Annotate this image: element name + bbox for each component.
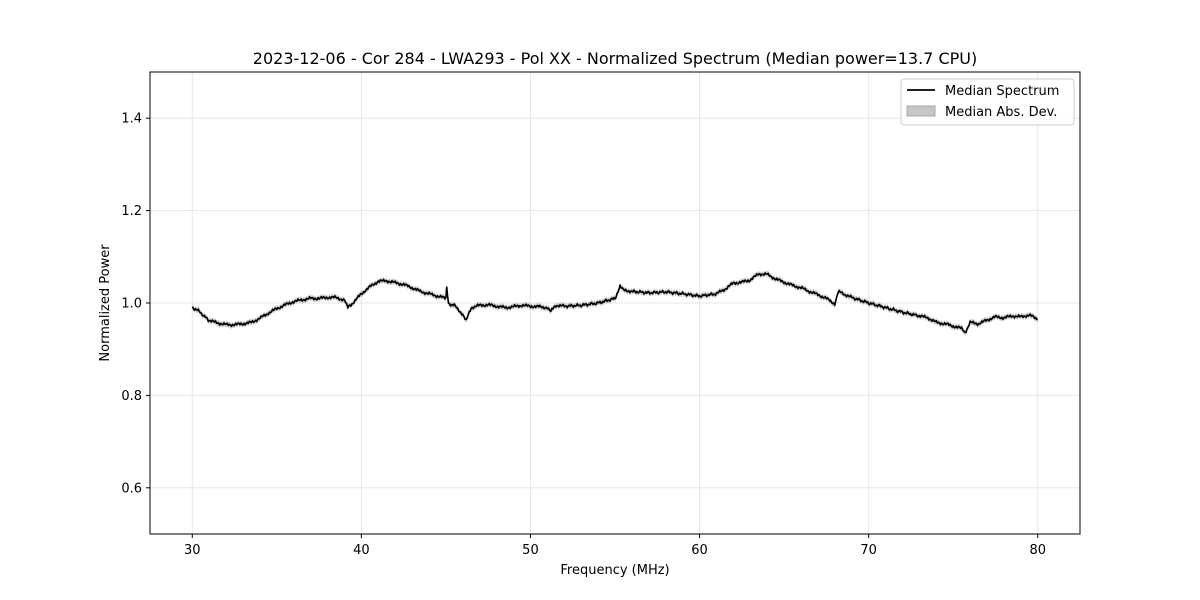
y-axis-label: Normalized Power [98,244,113,362]
median-spectrum-line [191,272,1038,334]
x-tick-label: 30 [184,543,201,558]
legend-band-swatch [906,105,936,117]
chart-title: 2023-12-06 - Cor 284 - LWA293 - Pol XX -… [253,49,977,68]
x-tick-label: 40 [353,543,370,558]
x-axis: 30 40 50 60 70 80 [184,534,1046,558]
x-tick-label: 70 [860,543,877,558]
y-tick-label: 1.0 [121,297,142,312]
legend-box [900,78,1075,126]
legend-label-median-spectrum: Median Spectrum [945,84,1059,99]
x-tick-label: 80 [1029,543,1046,558]
x-tick-label: 60 [691,543,708,558]
y-tick-label: 0.8 [121,389,142,404]
median-line-layer [191,272,1038,334]
y-tick-label: 1.2 [121,204,142,219]
x-tick-label: 50 [522,543,539,558]
y-tick-label: 1.4 [121,112,142,127]
x-axis-label: Frequency (MHz) [560,563,669,578]
y-axis: 0.6 0.8 1.0 1.2 1.4 [121,112,150,496]
legend-label-mad: Median Abs. Dev. [945,105,1057,120]
y-tick-label: 0.6 [121,481,142,496]
legend: Median Spectrum Median Abs. Dev. [900,78,1075,126]
